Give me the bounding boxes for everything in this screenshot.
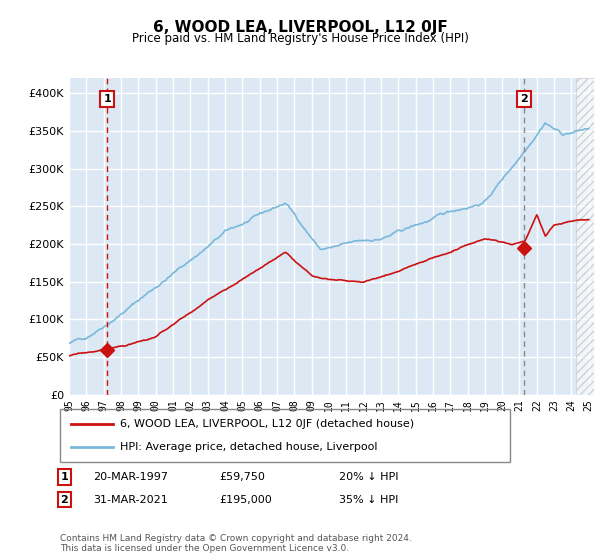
Text: Price paid vs. HM Land Registry's House Price Index (HPI): Price paid vs. HM Land Registry's House …	[131, 32, 469, 45]
Text: 35% ↓ HPI: 35% ↓ HPI	[339, 494, 398, 505]
Text: HPI: Average price, detached house, Liverpool: HPI: Average price, detached house, Live…	[120, 442, 377, 452]
Text: Contains HM Land Registry data © Crown copyright and database right 2024.
This d: Contains HM Land Registry data © Crown c…	[60, 534, 412, 553]
Text: 6, WOOD LEA, LIVERPOOL, L12 0JF (detached house): 6, WOOD LEA, LIVERPOOL, L12 0JF (detache…	[120, 419, 414, 429]
Text: 31-MAR-2021: 31-MAR-2021	[93, 494, 168, 505]
Text: £59,750: £59,750	[219, 472, 265, 482]
Text: £195,000: £195,000	[219, 494, 272, 505]
Text: 1: 1	[103, 94, 111, 104]
Text: 2: 2	[520, 94, 527, 104]
Text: 20-MAR-1997: 20-MAR-1997	[93, 472, 168, 482]
Text: 1: 1	[61, 472, 68, 482]
Bar	[576, 78, 594, 395]
Text: 20% ↓ HPI: 20% ↓ HPI	[339, 472, 398, 482]
Text: 6, WOOD LEA, LIVERPOOL, L12 0JF: 6, WOOD LEA, LIVERPOOL, L12 0JF	[152, 20, 448, 35]
Text: 2: 2	[61, 494, 68, 505]
